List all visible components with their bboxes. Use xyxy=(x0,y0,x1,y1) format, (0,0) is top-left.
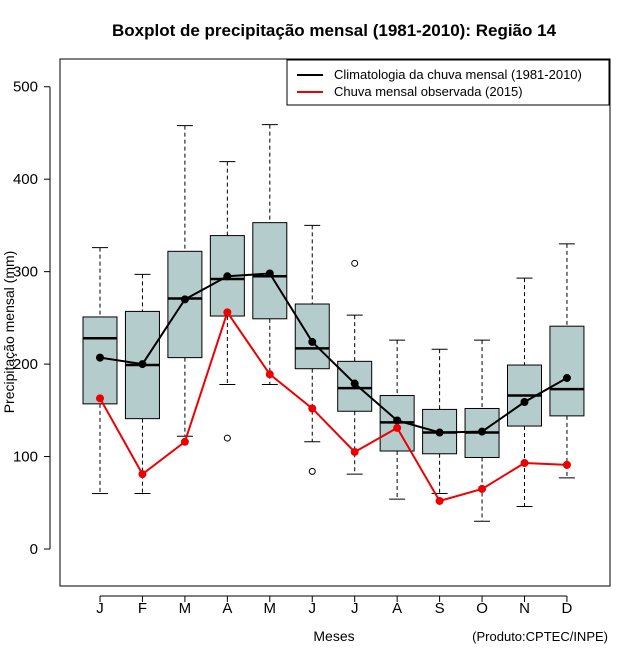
series-1-point xyxy=(478,484,487,493)
series-1-point xyxy=(308,404,317,413)
y-axis-label: Precipitação mensal (mm) xyxy=(1,251,17,414)
box-iqr xyxy=(549,325,585,417)
x-tick-label: O xyxy=(476,600,488,617)
series-1-point xyxy=(520,459,529,468)
series-1-point xyxy=(350,447,359,456)
box-J-5 xyxy=(294,224,330,475)
y-tick-label: 100 xyxy=(13,449,38,466)
series-0-point xyxy=(96,353,104,362)
x-tick-label: S xyxy=(435,600,445,617)
legend: Climatologia da chuva mensal (1981-2010)… xyxy=(286,59,610,106)
legend-label-climatologia: Climatologia da chuva mensal (1981-2010) xyxy=(334,67,582,82)
series-1-point xyxy=(223,308,232,317)
series-line-1 xyxy=(99,310,567,503)
y-tick-label: 0 xyxy=(30,541,38,558)
outlier-point xyxy=(223,434,231,442)
series-line-0 xyxy=(99,272,568,434)
x-tick-label: A xyxy=(222,600,232,617)
series-0-point xyxy=(562,373,571,382)
x-tick-label: N xyxy=(519,600,530,617)
series-1-point xyxy=(393,423,402,432)
outlier-point xyxy=(351,259,359,267)
box-F-1 xyxy=(124,273,160,495)
series-0-point xyxy=(520,398,529,407)
series-1-point xyxy=(435,496,444,505)
x-tick-label: J xyxy=(96,600,104,617)
series-1-point xyxy=(562,460,571,469)
series-1-point xyxy=(180,437,189,446)
x-tick-label: D xyxy=(562,600,573,617)
y-tick-label: 200 xyxy=(13,356,38,373)
y-tick-label: 500 xyxy=(13,79,38,96)
series-0-point xyxy=(393,416,402,425)
series-1-point xyxy=(96,394,104,403)
legend-label-observada: Chuva mensal observada (2015) xyxy=(334,84,523,99)
box-M-4 xyxy=(252,124,288,385)
box-D-11 xyxy=(549,243,585,479)
legend-box xyxy=(286,59,610,106)
x-tick-label: M xyxy=(264,600,277,617)
x-tick-label: J xyxy=(309,600,317,617)
series-0-point xyxy=(180,295,189,304)
series-0-point xyxy=(478,427,487,436)
x-tick-label: F xyxy=(138,600,147,617)
series-0-point xyxy=(223,272,232,281)
outlier-point xyxy=(308,467,316,475)
box-J-6 xyxy=(337,259,373,475)
chart-title: Boxplot de precipitação mensal (1981-201… xyxy=(112,21,557,40)
series-0-point xyxy=(435,428,444,437)
box-iqr xyxy=(167,250,203,359)
series-1-point xyxy=(265,370,274,379)
y-tick-label: 400 xyxy=(13,171,38,188)
box-M-2 xyxy=(167,125,203,437)
plot-frame xyxy=(59,58,611,587)
series-0-point xyxy=(350,379,359,388)
box-iqr xyxy=(294,303,330,370)
x-axis-label: Meses xyxy=(313,628,354,644)
x-tick-label: A xyxy=(392,600,402,617)
series-0-point xyxy=(308,337,317,346)
x-tick-label: J xyxy=(351,600,359,617)
series-0-point xyxy=(265,269,274,278)
series-0-point xyxy=(138,360,147,369)
y-tick-label: 300 xyxy=(13,264,38,281)
credit-text: (Produto:CPTEC/INPE) xyxy=(472,629,608,644)
box-A-3 xyxy=(209,161,245,442)
box-S-8 xyxy=(422,348,458,495)
series-1-point xyxy=(138,470,147,479)
box-N-10 xyxy=(507,277,542,507)
x-tick-label: M xyxy=(179,600,192,617)
box-J-0 xyxy=(82,247,118,495)
